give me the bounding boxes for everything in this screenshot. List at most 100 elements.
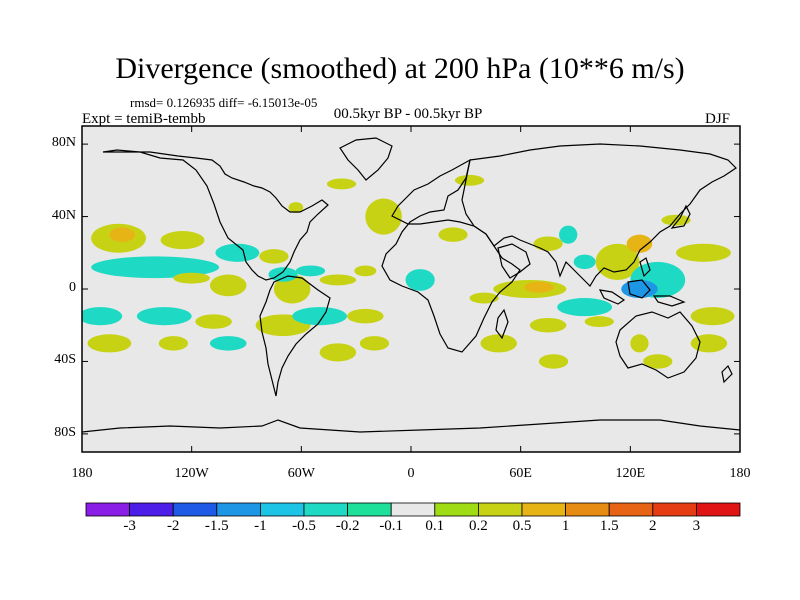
colorbar-label: 2 (649, 518, 657, 534)
field-region-46 (359, 336, 390, 351)
colorbar-label: 1.5 (599, 518, 619, 534)
field-region-7 (259, 249, 289, 264)
axis-ticks (81, 126, 741, 452)
lat-label: 80S (54, 424, 76, 440)
lat-label: 40S (54, 352, 76, 368)
field-region-39 (158, 336, 189, 351)
field-region-43 (292, 307, 348, 326)
coastline-new-zealand (721, 364, 733, 384)
colorbar-swatch (303, 502, 348, 517)
field-region-44 (347, 308, 384, 324)
colorbar-swatch (696, 502, 741, 517)
field-region-13 (326, 178, 357, 190)
field-region-20 (480, 334, 518, 353)
colorbar-swatch (608, 502, 654, 517)
coastline-arabia (497, 243, 531, 279)
lon-label: 0 (407, 466, 415, 481)
colorbar-swatch (434, 502, 479, 517)
field-region-27 (626, 234, 653, 253)
colorbar-label: -0.2 (335, 518, 360, 534)
field-region-6 (209, 274, 247, 297)
colorbar-label: 0.5 (512, 518, 532, 534)
field-region-48 (557, 298, 613, 317)
coastline-indonesia (598, 279, 686, 307)
lat-label: 0 (69, 280, 76, 295)
field-region-16 (438, 227, 468, 242)
field-region-45 (319, 343, 357, 362)
colorbar-label: 3 (692, 518, 701, 534)
lon-label: 60E (509, 466, 532, 481)
field-region-1 (109, 227, 136, 242)
field-region-10 (295, 265, 326, 277)
colorbar-swatch (521, 502, 566, 517)
field-region-29 (621, 279, 658, 299)
coastline-japan (670, 204, 691, 229)
colorbar-swatch (347, 502, 392, 517)
colorbar-label: 1 (561, 518, 570, 534)
field-region-14 (365, 198, 402, 235)
coastline-antarctica (82, 419, 740, 433)
divergence-field (82, 174, 735, 369)
colorbar-swatch (129, 502, 174, 517)
colorbar-label: -3 (123, 518, 136, 534)
field-region-31 (661, 214, 691, 226)
field-region-34 (630, 334, 649, 353)
field-region-38 (136, 307, 192, 326)
field-region-18 (354, 265, 377, 277)
colorbar-label: -0.5 (292, 518, 316, 534)
coastline-greenland (339, 137, 393, 181)
field-region-25 (573, 254, 596, 270)
field-region-17 (405, 269, 435, 291)
field-region-47 (529, 317, 567, 333)
coastline-asia (461, 143, 737, 287)
lon-label: 180 (729, 466, 751, 481)
lon-label: 120W (174, 466, 209, 481)
field-region-30 (676, 243, 731, 262)
field-region-9 (268, 267, 298, 282)
field-region-32 (690, 307, 735, 326)
coastlines (82, 137, 740, 433)
colorbar-swatch (216, 502, 261, 517)
field-region-36 (82, 307, 123, 326)
lon-label: 120E (615, 466, 646, 481)
lon-label: 180 (71, 466, 93, 481)
coastline-north-america (102, 149, 329, 281)
season-label: DJF (705, 111, 731, 127)
field-region-49 (584, 316, 614, 328)
field-region-2 (160, 231, 205, 250)
colorbar-label: 0.2 (469, 518, 488, 534)
field-region-41 (209, 336, 247, 351)
lon-label: 60W (287, 466, 315, 481)
coastline-philippines (639, 257, 651, 278)
lat-label: 40N (51, 207, 76, 223)
colorbar-swatch (85, 502, 130, 517)
field-region-40 (195, 314, 232, 329)
coastline-madagascar (495, 308, 509, 340)
colorbar-label: 0.1 (425, 518, 445, 534)
field-region-50 (538, 354, 569, 369)
field-region-8 (273, 274, 311, 304)
field-region-35 (643, 354, 673, 369)
colorbar-swatch (259, 502, 305, 517)
field-region-26 (595, 243, 640, 280)
time-period: 00.5kyr BP - 00.5kyr BP (333, 106, 483, 122)
colorbar-swatch (477, 502, 523, 517)
field-region-11 (319, 274, 357, 286)
field-region-33 (690, 334, 728, 353)
coastline-australia (615, 311, 701, 379)
lat-label: 80N (51, 135, 76, 151)
plot-title: Divergence (smoothed) at 200 hPa (10**6 … (115, 52, 685, 85)
field-region-23 (533, 236, 563, 251)
colorbar-label: -2 (166, 518, 180, 534)
colorbar (85, 502, 741, 517)
coastline-south-america (259, 275, 331, 397)
field-region-4 (173, 272, 210, 284)
colorbar-label: -1.5 (204, 518, 229, 534)
field-region-37 (87, 334, 132, 353)
field-region-5 (215, 243, 260, 262)
rmsd-diff-stats: rmsd= 0.126935 diff= -6.15013e-05 (130, 95, 318, 110)
colorbar-swatch (390, 502, 436, 517)
colorbar-swatch (172, 502, 218, 517)
field-region-24 (559, 225, 578, 244)
